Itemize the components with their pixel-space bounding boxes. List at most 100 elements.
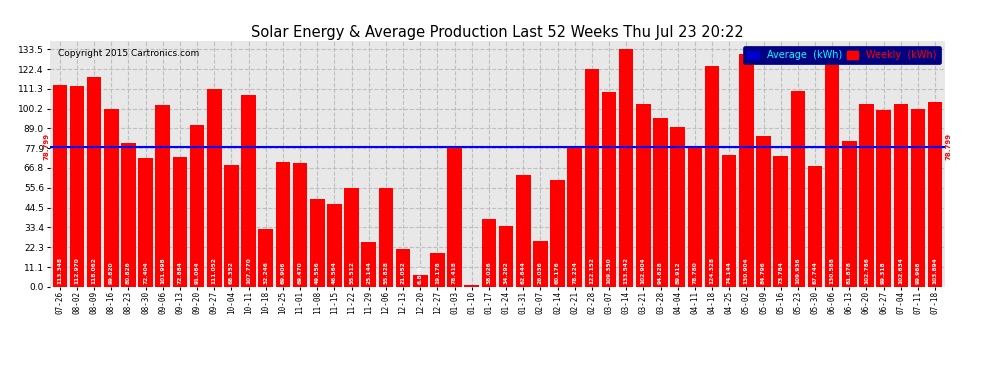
Bar <box>430 253 445 287</box>
Bar <box>859 104 874 287</box>
Text: 103.894: 103.894 <box>933 258 938 284</box>
Bar <box>740 54 753 287</box>
Text: 67.744: 67.744 <box>813 261 818 284</box>
Text: 118.062: 118.062 <box>92 257 97 284</box>
Bar <box>481 219 496 287</box>
Text: 113.348: 113.348 <box>57 257 62 284</box>
Bar <box>190 125 204 287</box>
Text: 49.556: 49.556 <box>315 261 320 284</box>
Bar <box>275 162 290 287</box>
Bar <box>464 285 479 287</box>
Text: 34.292: 34.292 <box>504 261 509 284</box>
Text: 55.512: 55.512 <box>349 261 354 284</box>
Text: 84.796: 84.796 <box>761 261 766 284</box>
Bar <box>172 157 187 287</box>
Bar <box>653 118 668 287</box>
Bar <box>688 147 702 287</box>
Bar <box>345 188 359 287</box>
Bar <box>670 127 685 287</box>
Text: 6.808: 6.808 <box>418 266 423 284</box>
Text: 102.786: 102.786 <box>864 257 869 284</box>
Text: 78.418: 78.418 <box>452 261 457 284</box>
Text: 21.052: 21.052 <box>401 261 406 284</box>
Bar <box>396 249 411 287</box>
Text: 94.628: 94.628 <box>658 261 663 284</box>
Text: 26.036: 26.036 <box>538 261 543 284</box>
Bar <box>413 275 428 287</box>
Bar <box>121 143 136 287</box>
Text: 32.246: 32.246 <box>263 261 268 284</box>
Bar <box>636 104 650 287</box>
Text: 112.970: 112.970 <box>74 258 79 284</box>
Text: 78.224: 78.224 <box>572 261 577 284</box>
Bar <box>52 85 67 287</box>
Text: 55.828: 55.828 <box>383 261 388 284</box>
Text: 60.176: 60.176 <box>555 261 560 284</box>
Bar <box>550 180 565 287</box>
Bar <box>773 156 788 287</box>
Text: 72.404: 72.404 <box>144 261 148 284</box>
Text: 19.178: 19.178 <box>435 261 440 284</box>
Text: 78.799: 78.799 <box>44 133 50 160</box>
Bar <box>791 91 805 287</box>
Text: 99.968: 99.968 <box>916 262 921 284</box>
Bar <box>242 95 255 287</box>
Bar <box>876 110 891 287</box>
Text: 109.350: 109.350 <box>607 258 612 284</box>
Bar <box>842 141 856 287</box>
Bar <box>756 136 771 287</box>
Text: 107.770: 107.770 <box>247 258 251 284</box>
Text: 69.470: 69.470 <box>298 262 303 284</box>
Bar <box>825 54 840 287</box>
Text: 25.144: 25.144 <box>366 261 371 284</box>
Bar <box>139 158 152 287</box>
Title: Solar Energy & Average Production Last 52 Weeks Thu Jul 23 20:22: Solar Energy & Average Production Last 5… <box>251 25 743 40</box>
Text: 133.542: 133.542 <box>624 257 629 284</box>
Text: 78.780: 78.780 <box>692 261 697 284</box>
Bar <box>104 109 119 287</box>
Text: 102.904: 102.904 <box>641 258 645 284</box>
Text: 130.588: 130.588 <box>830 257 835 284</box>
Text: 68.352: 68.352 <box>229 261 234 284</box>
Text: 91.064: 91.064 <box>195 262 200 284</box>
Text: 89.912: 89.912 <box>675 262 680 284</box>
Text: 99.820: 99.820 <box>109 262 114 284</box>
Text: Copyright 2015 Cartronics.com: Copyright 2015 Cartronics.com <box>58 49 200 58</box>
Bar <box>447 147 462 287</box>
Text: 81.878: 81.878 <box>846 261 851 284</box>
Text: 72.884: 72.884 <box>177 261 182 284</box>
Bar <box>361 242 376 287</box>
Bar <box>258 230 273 287</box>
Bar <box>602 92 617 287</box>
Bar <box>69 86 84 287</box>
Bar <box>619 49 634 287</box>
Text: 62.644: 62.644 <box>521 261 526 284</box>
Bar <box>327 204 342 287</box>
Bar <box>533 240 547 287</box>
Text: 101.998: 101.998 <box>160 258 165 284</box>
Bar <box>207 89 222 287</box>
Text: 80.826: 80.826 <box>126 261 131 284</box>
Text: 130.904: 130.904 <box>743 258 748 284</box>
Text: 74.144: 74.144 <box>727 261 732 284</box>
Text: 124.328: 124.328 <box>710 257 715 284</box>
Bar <box>808 166 823 287</box>
Text: 111.052: 111.052 <box>212 257 217 284</box>
Bar <box>293 163 307 287</box>
Bar <box>87 77 101 287</box>
Bar <box>224 165 239 287</box>
Bar <box>911 109 926 287</box>
Bar <box>567 148 582 287</box>
Bar <box>928 102 942 287</box>
Text: 46.564: 46.564 <box>332 261 337 284</box>
Text: 99.318: 99.318 <box>881 262 886 284</box>
Bar <box>705 66 720 287</box>
Legend: Average  (kWh), Weekly  (kWh): Average (kWh), Weekly (kWh) <box>743 46 940 64</box>
Bar <box>584 69 599 287</box>
Text: 38.026: 38.026 <box>486 261 491 284</box>
Text: 69.906: 69.906 <box>280 262 285 284</box>
Bar <box>516 176 531 287</box>
Text: 78.799: 78.799 <box>945 133 951 160</box>
Bar <box>722 155 737 287</box>
Bar <box>310 199 325 287</box>
